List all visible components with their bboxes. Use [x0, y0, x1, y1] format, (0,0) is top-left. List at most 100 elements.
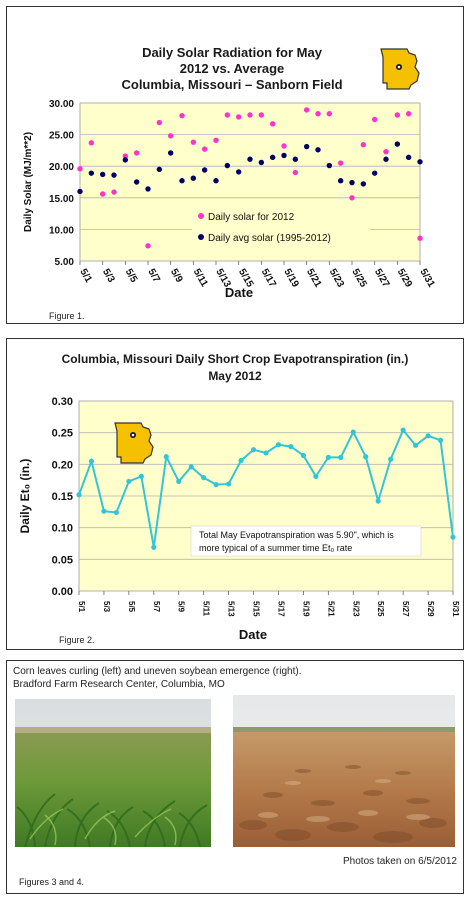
et-x-tick-label: 5/11	[202, 601, 211, 617]
solar-point-2012	[224, 112, 231, 118]
et-y-tick-label: 0.10	[52, 523, 73, 535]
solar-point-avg	[258, 159, 265, 166]
et-point	[325, 454, 331, 460]
photo-caption-line-2: Bradford Farm Research Center, Columbia,…	[13, 679, 225, 690]
solar-point-avg	[360, 181, 367, 187]
et-y-axis-label: Daily Et₀ (in.)	[18, 459, 32, 534]
et-annotation: Total May Evapotranspiration was 5.90", …	[190, 525, 422, 557]
solar-y-ticks: 5.00 10.00 15.00 20.00 25.00 30.00	[49, 99, 74, 268]
et-point	[88, 458, 95, 464]
solar-point-avg	[303, 143, 310, 150]
et-chart: Columbia, Missouri Daily Short Crop Evap…	[18, 352, 460, 642]
solar-point-avg	[122, 157, 129, 163]
solar-x-tick-label: 5/9	[168, 267, 185, 285]
et-x-tick-label: 5/1	[77, 601, 86, 613]
solar-point-avg	[111, 172, 117, 178]
et-point	[76, 492, 82, 498]
legend-label-2012: Daily solar for 2012	[208, 212, 295, 223]
legend-marker-2012	[198, 213, 204, 219]
solar-point-avg	[326, 162, 333, 169]
solar-point-2012	[349, 195, 355, 201]
et-point	[250, 447, 257, 453]
et-x-ticks: 5/1 5/3 5/5 5/7 5/9 5/11 5/13 5/15 5/17 5/19 5/21 5…	[77, 591, 460, 617]
solar-point-avg	[292, 156, 299, 162]
solar-point-avg	[179, 178, 185, 184]
solar-x-tick-label: 5/25	[349, 267, 368, 290]
solar-point-2012	[88, 140, 95, 146]
solar-series-avg	[77, 141, 423, 195]
et-point	[375, 498, 381, 504]
solar-point-2012	[77, 166, 83, 172]
solar-point-2012	[281, 143, 287, 149]
solar-x-tick-label: 5/21	[304, 267, 323, 290]
solar-point-avg	[281, 152, 287, 159]
solar-point-2012	[292, 169, 299, 176]
solar-grid	[80, 102, 420, 262]
solar-point-2012	[99, 191, 106, 197]
solar-point-avg	[77, 188, 83, 195]
et-point	[151, 544, 157, 550]
solar-point-2012	[122, 153, 129, 159]
et-point	[238, 457, 244, 464]
solar-point-avg	[337, 178, 344, 184]
et-y-tick-label: 0.30	[52, 396, 73, 408]
solar-x-tick-label: 5/17	[259, 267, 278, 290]
solar-point-avg	[394, 141, 401, 147]
et-annotation-line-2: more typical of a summer time Et₀ rate	[199, 543, 352, 553]
solar-point-2012	[326, 111, 333, 117]
figure-1-label: Figure 1.	[49, 311, 85, 321]
et-title-line-2: May 2012	[208, 369, 262, 383]
solar-y-tick-label: 15.00	[49, 194, 74, 205]
solar-point-2012	[303, 107, 310, 113]
et-point	[138, 473, 144, 479]
et-point	[425, 433, 431, 439]
et-x-tick-label: 5/29	[426, 601, 435, 617]
et-x-tick-label: 5/3	[102, 601, 111, 613]
et-point	[388, 456, 394, 462]
solar-point-avg	[417, 159, 423, 165]
solar-point-avg	[133, 179, 140, 185]
et-point	[263, 450, 269, 456]
solar-y-tick-label: 25.00	[49, 131, 74, 142]
et-x-tick-label: 5/15	[252, 601, 261, 617]
solar-point-avg	[88, 170, 95, 176]
et-y-tick-label: 0.00	[52, 586, 73, 598]
solar-point-2012	[167, 133, 174, 139]
photo-date-note: Photos taken on 6/5/2012	[343, 856, 457, 867]
missouri-map-icon-2	[114, 422, 154, 464]
solar-y-axis-label: Daily Solar (MJ/m**2)	[23, 132, 34, 232]
solar-point-2012	[133, 150, 140, 156]
soybean-field-photo	[233, 695, 455, 847]
figure-2-label: Figure 2.	[59, 635, 95, 645]
et-x-tick-label: 5/5	[127, 601, 136, 613]
solar-point-avg	[156, 166, 163, 173]
photo-caption-line-1: Corn leaves curling (left) and uneven so…	[13, 666, 302, 677]
solar-x-ticks: 5/1 5/3 5/5 5/7 5/9 5/11 5/13 5/15 5/17 5/19 5/21 5…	[77, 261, 437, 290]
et-point	[413, 442, 419, 448]
solar-point-2012	[247, 112, 253, 118]
solar-point-2012	[145, 243, 151, 249]
solar-point-avg	[349, 179, 355, 186]
solar-series-2012	[77, 107, 423, 249]
solar-x-tick-label: 5/7	[145, 267, 162, 285]
solar-x-tick-label: 5/3	[100, 267, 117, 285]
legend-label-avg: Daily avg solar (1995-2012)	[208, 233, 331, 244]
et-x-tick-label: 5/25	[376, 601, 385, 617]
solar-y-tick-label: 10.00	[49, 225, 74, 236]
solar-point-avg	[99, 171, 106, 178]
solar-point-2012	[405, 111, 412, 117]
solar-x-axis-label: Date	[225, 285, 253, 300]
et-point	[338, 454, 344, 460]
solar-x-tick-label: 5/5	[123, 267, 140, 285]
et-point	[437, 437, 444, 443]
et-point	[101, 508, 107, 514]
et-point	[288, 444, 294, 450]
et-series-line	[76, 427, 456, 550]
solar-x-tick-label: 5/11	[191, 267, 210, 289]
solar-point-avg	[167, 150, 174, 156]
solar-y-tick-label: 30.00	[49, 99, 74, 110]
solar-point-avg	[269, 154, 276, 161]
solar-point-2012	[190, 139, 197, 145]
solar-point-2012	[394, 112, 401, 118]
solar-x-tick-label: 5/31	[417, 267, 436, 290]
